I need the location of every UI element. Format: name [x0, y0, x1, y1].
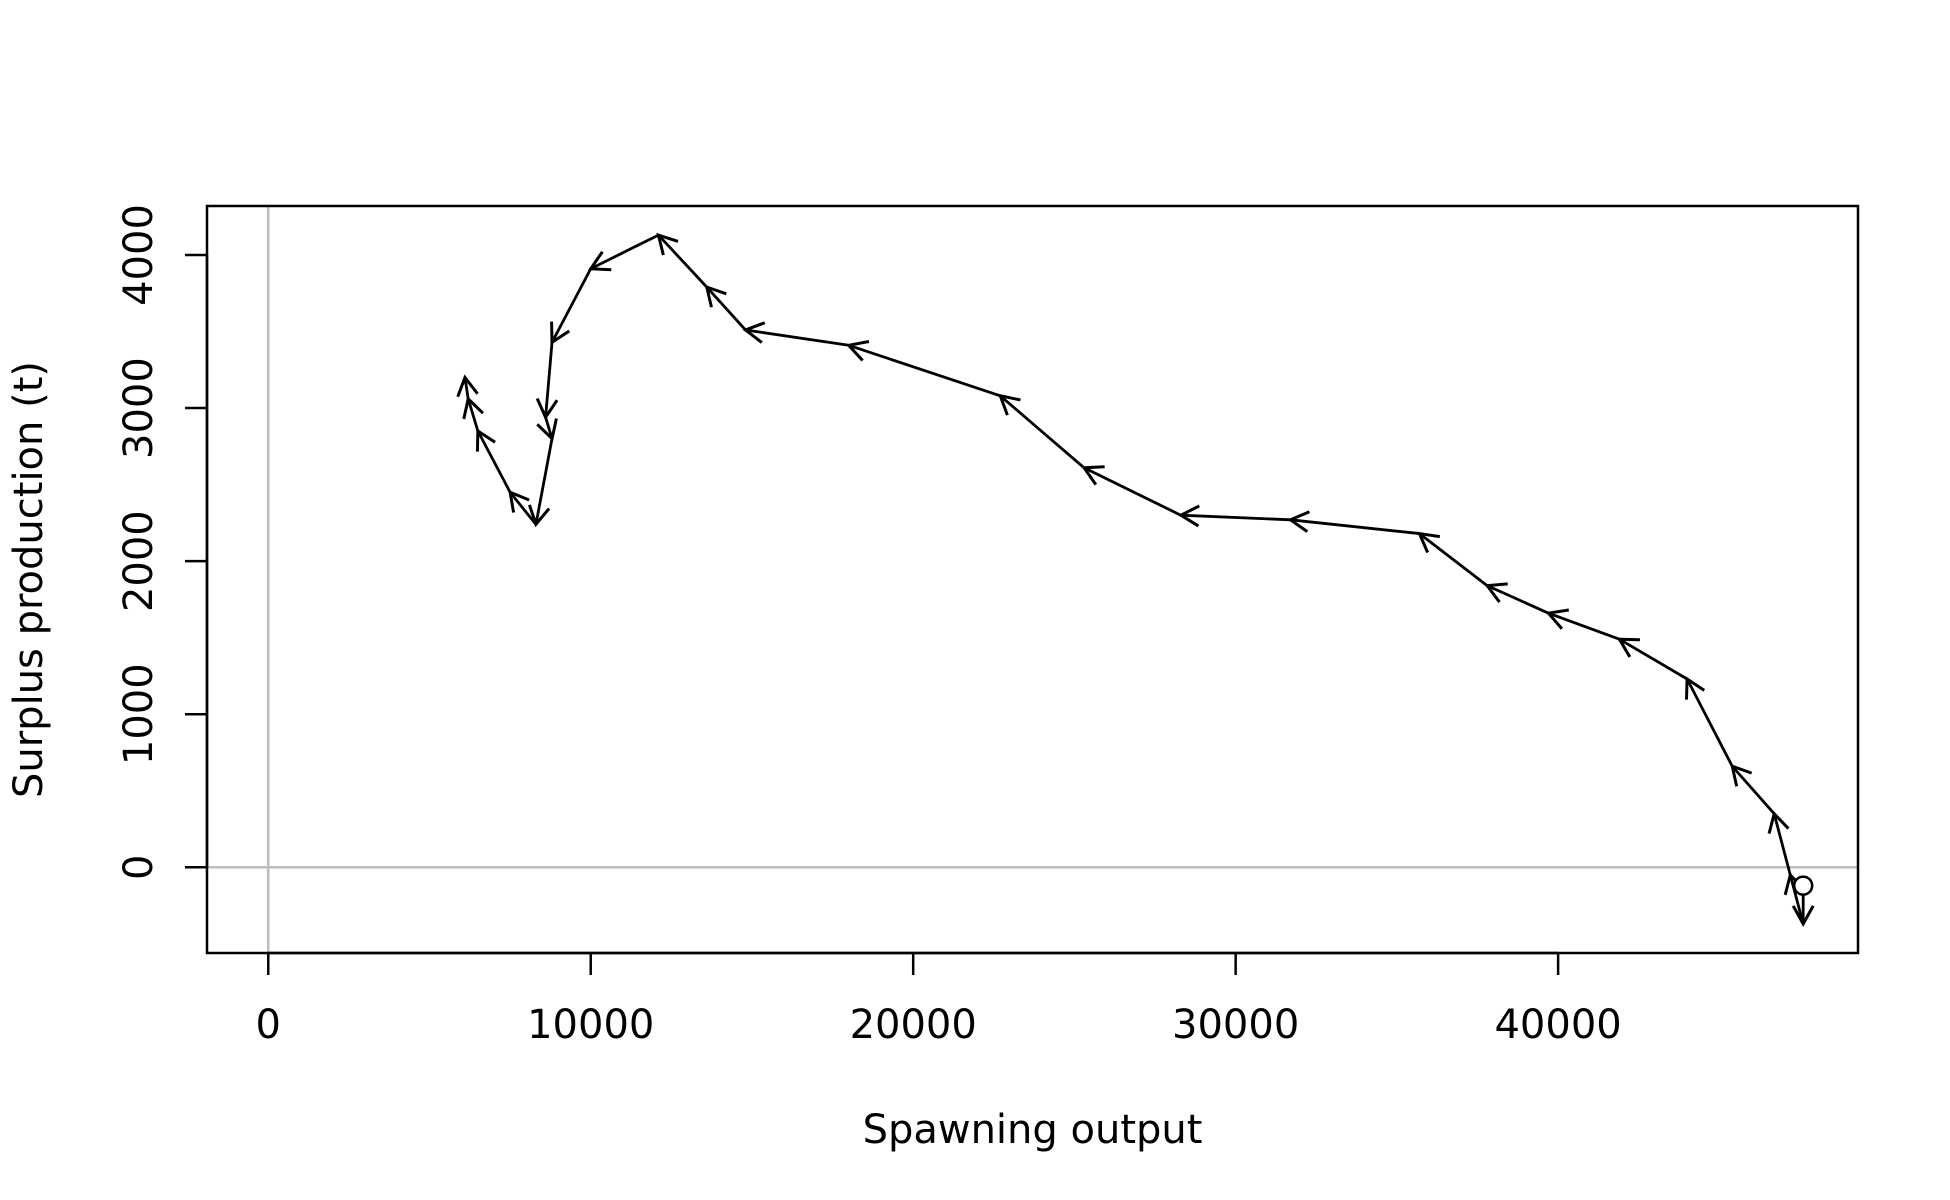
x-axis-title: Spawning output	[863, 1107, 1203, 1153]
trajectory-arrow	[508, 489, 538, 526]
plot-frame	[205, 204, 1860, 955]
trajectory-arrow	[1417, 531, 1489, 587]
trajectory-arrow	[536, 416, 558, 442]
trajectory-arrow	[742, 321, 849, 347]
trajectory-series	[456, 232, 1815, 928]
trajectory-arrow	[456, 374, 479, 400]
trajectory-arrow	[1730, 763, 1776, 815]
trajectory-arrow	[1767, 810, 1792, 876]
y-tick-label: 1000	[116, 663, 162, 765]
trajectory-arrow	[1484, 582, 1550, 615]
trajectory-arrow	[1545, 608, 1620, 641]
x-tick-label: 30000	[1172, 1002, 1299, 1048]
y-axis-title: Surplus production (t)	[6, 361, 52, 798]
y-axis: 0 1000 2000 3000 4000	[116, 204, 209, 880]
trajectory-arrow	[997, 393, 1086, 469]
x-axis: 0 10000 20000 30000 40000	[256, 951, 1622, 1048]
trajectory-arrow	[656, 232, 708, 289]
trajectory-arrow	[1177, 504, 1291, 528]
trajectory-arrow	[475, 428, 512, 493]
trajectory-arrow	[527, 438, 554, 528]
trajectory-arrow	[550, 268, 592, 345]
trajectory-arrow	[535, 342, 559, 421]
y-tick-label: 2000	[116, 510, 162, 612]
trajectory-arrow	[462, 395, 485, 432]
trajectory-arrow	[1616, 637, 1688, 681]
trajectory-arrow	[1287, 510, 1420, 535]
x-tick-label: 0	[256, 1002, 281, 1048]
y-tick-label: 3000	[116, 357, 162, 459]
trajectory-arrow	[1684, 676, 1734, 767]
trajectory-arrow	[587, 233, 660, 272]
reference-lines	[207, 206, 1858, 953]
trajectory-arrow	[845, 340, 1001, 398]
y-tick-label: 4000	[116, 204, 162, 306]
x-tick-label: 20000	[850, 1002, 977, 1048]
trajectory-arrow	[704, 284, 747, 331]
x-tick-label: 10000	[527, 1002, 654, 1048]
y-tick-label: 0	[116, 855, 162, 880]
start-point-marker	[1792, 875, 1814, 896]
trajectory-arrow	[1783, 871, 1806, 925]
x-tick-label: 40000	[1494, 1002, 1621, 1048]
trajectory-arrow	[1081, 465, 1182, 517]
